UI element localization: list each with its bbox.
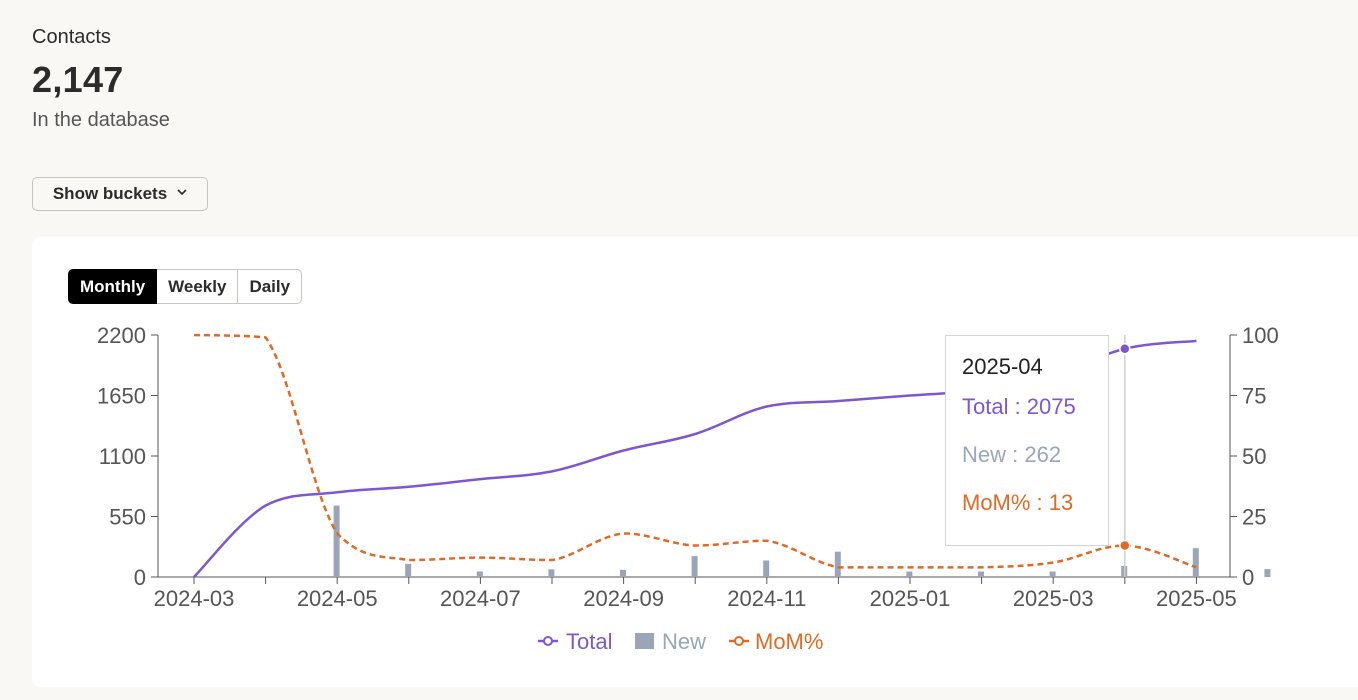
- tooltip-title: 2025-04: [962, 354, 1043, 379]
- x-tick-label: 2024-05: [297, 586, 378, 611]
- bar-new: [476, 571, 483, 577]
- contacts-summary: Contacts 2,147 In the database: [32, 26, 170, 132]
- legend-mom-label: MoM%: [755, 629, 823, 654]
- y-right-tick-label: 0: [1242, 565, 1254, 590]
- legend-total-label: Total: [566, 629, 612, 654]
- chart-legend: Total New MoM%: [538, 629, 823, 654]
- x-tick-label: 2025-01: [870, 586, 951, 611]
- tab-monthly[interactable]: Monthly: [68, 269, 158, 304]
- hover-point-total: [1119, 343, 1131, 355]
- show-buckets-label: Show buckets: [52, 184, 168, 203]
- y-left-tick-label: 0: [134, 565, 146, 590]
- y-right-tick-label: 100: [1242, 323, 1279, 348]
- tooltip-new: New : 262: [962, 442, 1062, 467]
- bar-new: [1264, 569, 1271, 577]
- show-buckets-button[interactable]: Show buckets: [32, 177, 208, 211]
- summary-caption: In the database: [32, 109, 170, 131]
- chart-tooltip: 2025-04 Total : 2075 New : 262 MoM% : 13: [945, 335, 1109, 546]
- contacts-count: 2,147: [32, 59, 124, 100]
- legend-mom-marker: [734, 636, 744, 646]
- bar-new: [1192, 548, 1199, 577]
- chevron-down-icon: [177, 188, 187, 199]
- legend-new-swatch: [635, 633, 654, 649]
- x-tick-label: 2024-07: [440, 586, 521, 611]
- bar-new: [620, 569, 626, 577]
- bar-new: [1049, 571, 1056, 577]
- contacts-chart: 0 550 1100 1650 2200 0 25 50 75 100 2024-03 2024-05…: [97, 323, 1279, 654]
- y-left-tick-label: 2200: [97, 323, 146, 348]
- summary-label: Contacts: [32, 26, 111, 48]
- x-tick-label: 2024-11: [727, 586, 806, 611]
- chart-card: Monthly Weekly Daily 0 550 1100 1650 2200 0 25…: [32, 237, 1358, 687]
- tooltip-mom: MoM% : 13: [962, 490, 1074, 515]
- legend-total-marker: [543, 636, 553, 646]
- legend-new-label: New: [662, 629, 706, 654]
- x-tick-label: 2025-03: [1013, 586, 1094, 611]
- y-right-tick-label: 50: [1242, 444, 1266, 469]
- bar-new: [978, 571, 984, 577]
- series-line-mom: [193, 333, 1197, 569]
- tab-weekly[interactable]: Weekly: [157, 269, 239, 304]
- y-right-tick-label: 25: [1242, 505, 1266, 530]
- y-left-tick-label: 1100: [99, 444, 146, 469]
- bar-new: [906, 571, 913, 577]
- y-left-tick-label: 1650: [97, 384, 146, 409]
- y-left-tick-label: 550: [109, 505, 146, 530]
- tab-daily[interactable]: Daily: [238, 269, 303, 304]
- x-tick-label: 2024-03: [154, 586, 235, 611]
- bar-new: [763, 560, 770, 577]
- y-right-tick-label: 75: [1242, 384, 1266, 409]
- x-tick-label: 2024-09: [583, 586, 664, 611]
- bar-new: [405, 563, 412, 577]
- bar-new: [834, 551, 841, 577]
- tooltip-total: Total : 2075: [962, 394, 1076, 419]
- bar-new: [333, 505, 340, 577]
- bar-new: [691, 556, 698, 577]
- bar-new: [548, 569, 555, 577]
- x-tick-label: 2025-05: [1156, 586, 1237, 611]
- period-toggle: Monthly Weekly Daily: [68, 269, 303, 304]
- hover-point-mom: [1119, 539, 1131, 552]
